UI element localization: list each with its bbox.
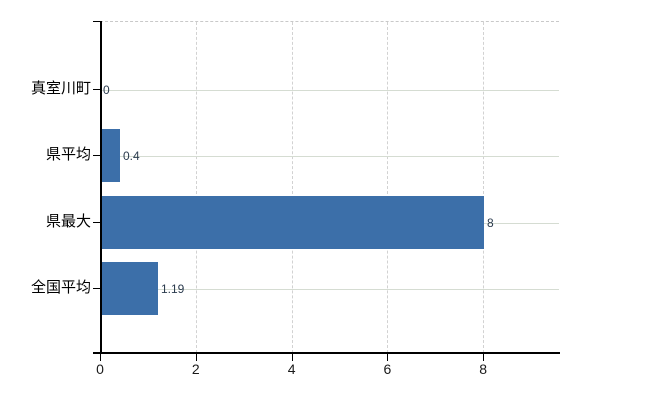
horizontal-gridline bbox=[100, 289, 559, 290]
y-axis-tick bbox=[93, 288, 100, 289]
horizontal-gridline bbox=[100, 90, 559, 91]
x-axis-tick bbox=[100, 354, 101, 361]
bar-全国平均 bbox=[101, 262, 158, 315]
x-tick-label: 2 bbox=[191, 361, 200, 377]
y-axis-tick bbox=[93, 89, 100, 90]
y-axis-tick bbox=[93, 222, 100, 223]
vertical-gridline bbox=[291, 22, 293, 353]
value-label: 1.19 bbox=[161, 282, 185, 296]
vertical-gridline bbox=[387, 22, 389, 353]
x-tick-label: 8 bbox=[479, 361, 488, 377]
x-axis-tick bbox=[291, 354, 293, 361]
x-axis-tick bbox=[195, 354, 197, 361]
plot-area: 0 0.4 8 1.19 bbox=[100, 21, 559, 353]
category-label-県最大: 県最大 bbox=[45, 213, 91, 230]
vertical-gridline bbox=[195, 22, 197, 353]
bar-県最大 bbox=[101, 196, 484, 249]
bar-県平均 bbox=[101, 129, 120, 182]
x-axis-tick bbox=[483, 354, 485, 361]
value-label: 0.4 bbox=[123, 149, 140, 163]
y-axis-line bbox=[100, 21, 102, 354]
x-axis-tick bbox=[387, 354, 389, 361]
x-tick-label: 6 bbox=[383, 361, 392, 377]
category-label-真室川町: 真室川町 bbox=[30, 80, 91, 97]
category-label-県平均: 県平均 bbox=[45, 146, 91, 163]
category-label-全国平均: 全国平均 bbox=[30, 279, 91, 296]
y-axis-tick bbox=[93, 155, 100, 156]
x-axis-line bbox=[93, 352, 560, 354]
x-tick-label: 0 bbox=[96, 361, 104, 377]
vertical-gridline bbox=[483, 22, 485, 353]
horizontal-gridline bbox=[100, 156, 559, 157]
y-axis-top-tick bbox=[93, 21, 100, 22]
x-tick-label: 4 bbox=[287, 361, 296, 377]
value-label: 8 bbox=[487, 216, 494, 230]
value-label: 0 bbox=[103, 83, 110, 97]
